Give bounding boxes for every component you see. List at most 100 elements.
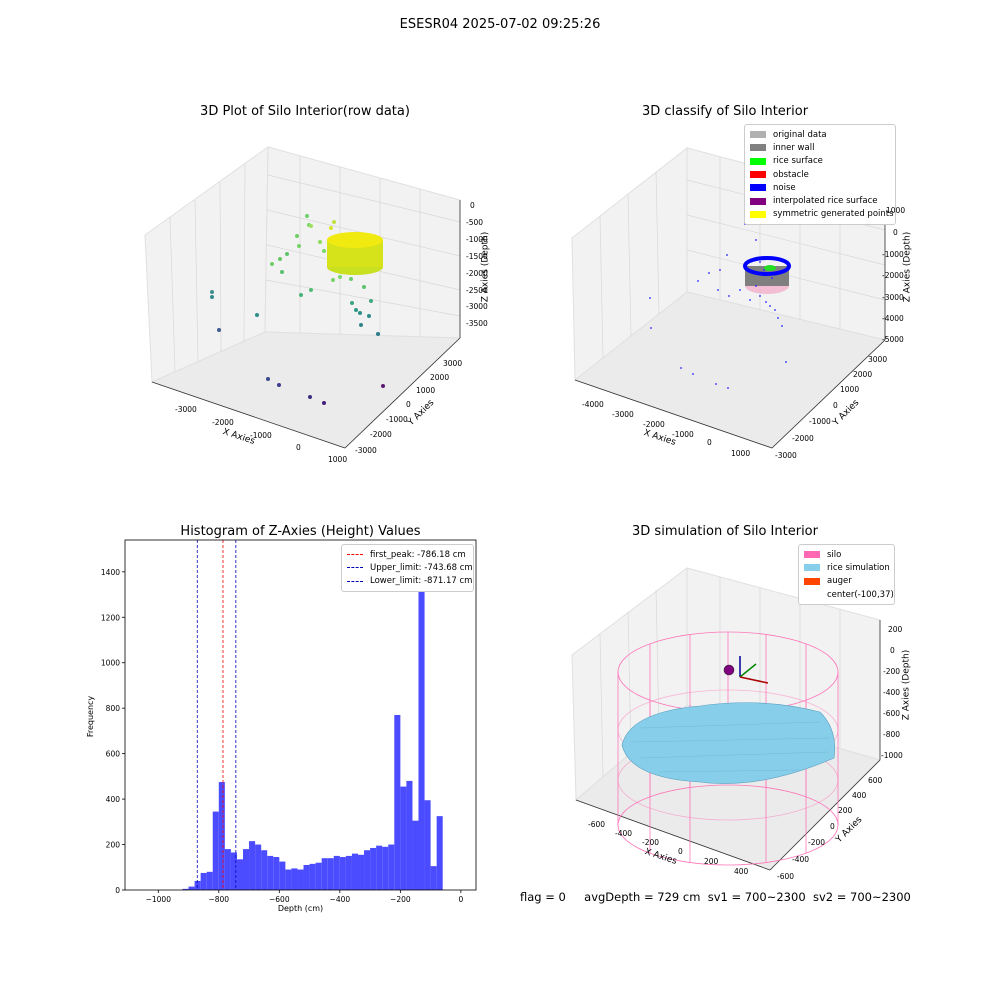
legend-swatch — [804, 591, 820, 598]
legend-swatch — [804, 577, 820, 585]
simulation-x-tick: 400 — [734, 867, 749, 876]
simulation-z-tick: -400 — [883, 688, 901, 697]
histogram-bar — [285, 869, 292, 890]
histogram-bar — [230, 852, 237, 890]
noise-point — [739, 289, 741, 291]
raw-data-point — [217, 328, 221, 332]
noise-point — [774, 309, 776, 311]
legend-entry: Lower_limit: -871.17 cm — [347, 575, 472, 588]
legend-entry: first_peak: -786.18 cm — [347, 548, 468, 561]
histogram-bar — [249, 841, 256, 890]
histogram-bar — [382, 846, 389, 890]
classify-x-tick: -3000 — [612, 410, 634, 419]
sv2-value: sv2 = 700~2300 — [812, 890, 911, 904]
raw-data-point — [338, 275, 342, 279]
histogram-bar — [267, 855, 274, 890]
legend-swatch — [750, 144, 766, 152]
auger-axes — [723, 656, 769, 684]
histogram-bar — [370, 847, 377, 890]
noise-point — [649, 297, 651, 299]
avg-depth-value: avgDepth = 729 cm — [584, 890, 701, 904]
legend-swatch — [750, 184, 766, 192]
x-tick-label: −1000 — [146, 895, 172, 904]
raw-data-point — [322, 249, 326, 253]
histogram-bar — [273, 857, 280, 890]
raw-x-tick: 0 — [296, 443, 301, 452]
raw-data-point — [358, 311, 362, 315]
raw-data-point — [362, 285, 366, 289]
legend-entry: noise — [750, 181, 890, 194]
simulation-x-tick: -600 — [588, 820, 606, 829]
legend-entry: Upper_limit: -743.68 cm — [347, 561, 473, 574]
simulation-z-tick: -200 — [883, 667, 901, 676]
histogram-bar — [327, 858, 334, 890]
raw-x-tick: 1000 — [328, 455, 348, 464]
simulation-z-tick: 200 — [888, 625, 903, 634]
raw-x-tick: -3000 — [175, 405, 197, 414]
classify-y-tick: -3000 — [775, 451, 797, 460]
raw-data-point — [255, 313, 259, 317]
status-footer: flag = 0 avgDepth = 729 cm sv1 = 700~230… — [520, 890, 911, 904]
classify-y-tick: 1000 — [840, 385, 860, 394]
noise-point — [765, 301, 767, 303]
raw-y-tick: -1000 — [386, 415, 408, 424]
legend-swatch — [804, 551, 820, 559]
raw-y-tick: 3000 — [443, 359, 463, 368]
histogram-bar — [388, 844, 395, 890]
classify-z-tick: -5000 — [882, 335, 904, 344]
noise-point — [759, 261, 761, 263]
histogram-bar — [333, 855, 340, 890]
noise-point — [763, 269, 765, 271]
histogram-legend: first_peak: -786.18 cm Upper_limit: -743… — [341, 544, 474, 592]
histogram-bar — [315, 862, 322, 890]
raw-data-point — [305, 214, 309, 218]
raw-x-tick: -1000 — [250, 431, 272, 440]
classify-cylinder — [743, 256, 791, 294]
raw-data-point — [376, 332, 380, 336]
legend-entry: rice simulation — [804, 561, 890, 574]
simulation-y-tick: -600 — [777, 872, 795, 881]
raw-data-point — [278, 257, 282, 261]
y-tick-label: 1400 — [101, 568, 120, 577]
histogram-bar — [364, 850, 371, 890]
legend-entry: rice surface — [750, 155, 890, 168]
y-tick-label: 1200 — [101, 613, 120, 622]
simulation-x-tick: 0 — [678, 847, 683, 856]
raw-data-point — [359, 323, 363, 327]
legend-swatch — [750, 131, 766, 139]
raw-z-tick: -1500 — [466, 252, 488, 261]
simulation-y-tick: -400 — [792, 855, 810, 864]
histogram-bar — [376, 845, 383, 890]
histogram-bar — [243, 849, 250, 890]
simulation-x-tick: -200 — [642, 838, 660, 847]
simulation-grid — [599, 577, 841, 778]
classify-x-tick: 0 — [707, 438, 712, 447]
legend-line — [347, 567, 363, 569]
noise-point — [785, 361, 787, 363]
raw-z-tick: -1000 — [466, 235, 488, 244]
legend-label: auger — [827, 576, 852, 587]
raw-y-tick: 0 — [406, 400, 411, 409]
noise-point — [680, 367, 682, 369]
histogram-bar — [194, 880, 201, 890]
legend-swatch — [750, 210, 766, 218]
histogram-x-ticks: −1000 −800 −600 −400 −200 0 — [146, 890, 463, 904]
raw-data-point — [297, 244, 301, 248]
noise-point — [719, 269, 721, 271]
x-tick-label: −400 — [330, 895, 351, 904]
histogram-bar — [339, 857, 346, 890]
raw-data-point — [266, 377, 270, 381]
raw-z-tick: -500 — [466, 218, 484, 227]
histogram-bar — [218, 782, 225, 890]
legend-entry: inner wall — [750, 141, 890, 154]
raw-data-point — [210, 290, 214, 294]
noise-point — [749, 299, 751, 301]
raw-data-point — [210, 295, 214, 299]
classify-y-tick: 3000 — [868, 355, 888, 364]
simulation-z-tick: 0 — [890, 646, 895, 655]
noise-point — [755, 239, 757, 241]
raw-data-point — [367, 314, 371, 318]
legend-entry: center(-100,37) — [804, 588, 894, 601]
classify-z-tick: 1000 — [886, 206, 906, 215]
raw-data-point — [381, 384, 385, 388]
